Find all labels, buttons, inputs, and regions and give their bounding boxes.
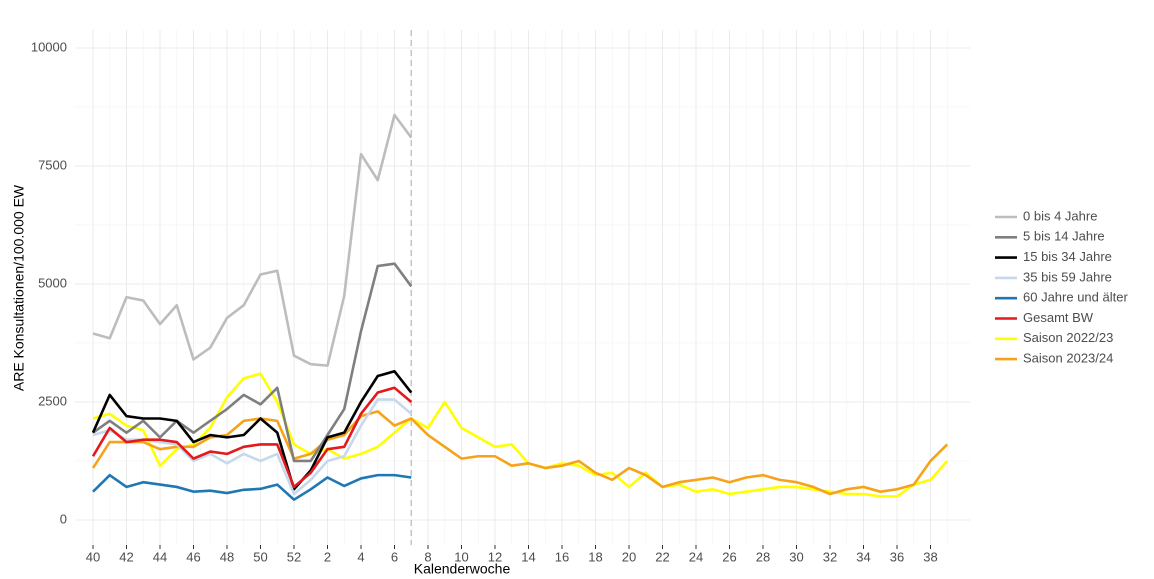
x-tick-label: 50	[253, 549, 267, 564]
legend-label: 0 bis 4 Jahre	[1023, 208, 1097, 223]
x-tick-label: 44	[153, 549, 167, 564]
x-tick-label: 28	[756, 549, 770, 564]
x-tick-label: 14	[521, 549, 535, 564]
x-tick-label: 42	[119, 549, 133, 564]
x-tick-label: 34	[856, 549, 870, 564]
x-tick-label: 2	[324, 549, 331, 564]
x-tick-label: 52	[287, 549, 301, 564]
legend-label: 35 bis 59 Jahre	[1023, 269, 1112, 284]
series-line	[91, 386, 413, 489]
x-axis-title: Kalenderwoche	[414, 561, 511, 577]
x-tick-label: 6	[391, 549, 398, 564]
x-tick-label: 26	[722, 549, 736, 564]
x-tick-label: 18	[588, 549, 602, 564]
x-tick-label: 38	[923, 549, 937, 564]
legend-label: 60 Jahre und älter	[1023, 290, 1128, 305]
x-tick-label: 22	[655, 549, 669, 564]
series-line	[92, 372, 949, 498]
x-tick-label: 32	[823, 549, 837, 564]
series-line	[91, 410, 949, 496]
y-tick-label: 0	[60, 511, 67, 526]
x-tick-label: 48	[220, 549, 234, 564]
x-tick-label: 36	[890, 549, 904, 564]
series-line	[91, 369, 413, 491]
legend-label: Gesamt BW	[1023, 310, 1094, 325]
y-tick-label: 10000	[31, 39, 67, 54]
series-line	[92, 473, 412, 501]
series-line	[92, 113, 413, 367]
legend-label: Saison 2022/23	[1023, 330, 1113, 345]
x-tick-label: 8	[424, 549, 431, 564]
legend-label: 5 bis 14 Jahre	[1023, 229, 1105, 244]
x-tick-label: 12	[488, 549, 502, 564]
x-tick-label: 46	[186, 549, 200, 564]
y-tick-label: 2500	[38, 393, 67, 408]
x-tick-label: 4	[357, 549, 364, 564]
x-tick-label: 40	[86, 549, 100, 564]
x-tick-label: 20	[622, 549, 636, 564]
y-tick-label: 5000	[38, 275, 67, 290]
y-axis-title: ARE Konsultationen/100.000 EW	[11, 184, 27, 391]
x-tick-label: 24	[689, 549, 703, 564]
y-tick-label: 7500	[38, 157, 67, 172]
legend-label: 15 bis 34 Jahre	[1023, 249, 1112, 264]
legend-label: Saison 2023/24	[1023, 351, 1113, 366]
x-tick-label: 30	[789, 549, 803, 564]
x-tick-label: 16	[555, 549, 569, 564]
x-tick-label: 10	[454, 549, 468, 564]
series-line	[92, 262, 413, 463]
